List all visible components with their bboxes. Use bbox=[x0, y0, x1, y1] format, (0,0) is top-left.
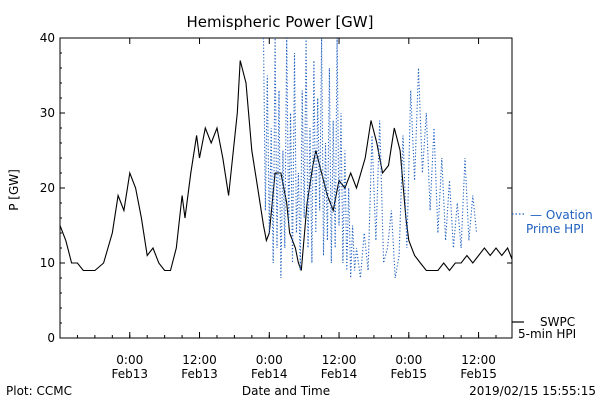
series-layer bbox=[60, 38, 512, 279]
legend: — Ovation Prime HPI SWPC 5-min HPI bbox=[512, 208, 593, 341]
x-tick-label-date: Feb14 bbox=[251, 367, 288, 381]
x-tick-label-time: 0:00 bbox=[395, 353, 422, 367]
x-tick-label-time: 0:00 bbox=[256, 353, 283, 367]
x-tick-label-time: 0:00 bbox=[116, 353, 143, 367]
y-axis-label: P [GW] bbox=[7, 169, 21, 211]
x-tick-label-date: Feb15 bbox=[391, 367, 428, 381]
legend-ovation-name-line1: — Ovation bbox=[530, 208, 593, 222]
chart-title: Hemispheric Power [GW] bbox=[187, 13, 374, 31]
x-axis-ticks: 0:00Feb1312:00Feb130:00Feb1412:00Feb140:… bbox=[59, 38, 497, 381]
series-swpc-5min-hpi bbox=[60, 60, 512, 272]
y-tick-label: 40 bbox=[40, 31, 55, 45]
y-axis-ticks: 0 10 20 30 40 bbox=[40, 31, 512, 345]
y-tick-label: 30 bbox=[40, 106, 55, 120]
y-tick-label: 20 bbox=[40, 181, 55, 195]
plot-timestamp: 2019/02/15 15:55:15 bbox=[469, 384, 596, 398]
x-tick-label-date: Feb15 bbox=[460, 367, 497, 381]
x-axis-label: Date and Time bbox=[242, 384, 330, 398]
legend-swpc-name-line1: SWPC bbox=[540, 315, 575, 329]
y-tick-label: 10 bbox=[40, 256, 55, 270]
x-tick-label-time: 12:00 bbox=[322, 353, 357, 367]
legend-ovation-name-line2: Prime HPI bbox=[526, 222, 584, 236]
plot-credit: Plot: CCMC bbox=[6, 384, 72, 398]
x-tick-label-date: Feb13 bbox=[181, 367, 218, 381]
series-ovation-prime-hpi bbox=[262, 38, 478, 279]
x-tick-label-time: 12:00 bbox=[461, 353, 496, 367]
legend-swpc-name-line2: 5-min HPI bbox=[518, 327, 576, 341]
y-tick-label: 0 bbox=[47, 331, 55, 345]
x-tick-label-date: Feb14 bbox=[321, 367, 358, 381]
x-tick-label-date: Feb13 bbox=[112, 367, 149, 381]
x-tick-label-time: 12:00 bbox=[182, 353, 217, 367]
